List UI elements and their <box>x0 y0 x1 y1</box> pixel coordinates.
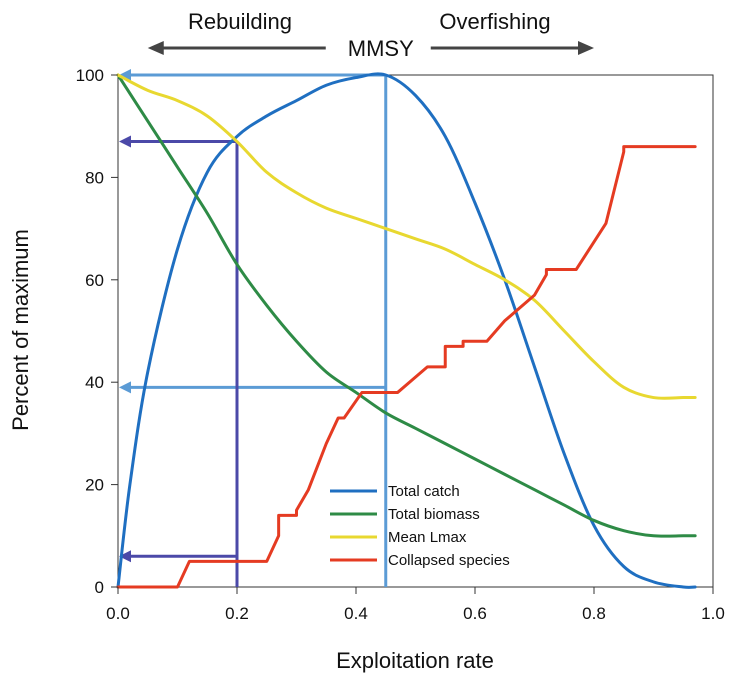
series-line-total-catch <box>116 72 697 589</box>
x-tick-label: 0.8 <box>582 604 606 623</box>
mmsy-label: MMSY <box>348 36 414 61</box>
series-lines <box>116 72 697 589</box>
rebuilding-label: Rebuilding <box>188 9 292 34</box>
y-axis-title: Percent of maximum <box>8 229 33 431</box>
rebuilding-arrowhead <box>147 41 164 55</box>
x-axis-title: Exploitation rate <box>336 648 494 673</box>
series-line-total-biomass <box>116 73 697 538</box>
legend: Total catch Total biomass Mean Lmax Collaps… <box>330 483 510 569</box>
reference-lines <box>119 69 388 587</box>
x-tick-label: 0.6 <box>463 604 487 623</box>
reference-arrowhead <box>119 550 131 563</box>
legend-label: Total catch <box>388 483 460 500</box>
x-tick-label: 0.2 <box>225 604 249 623</box>
top-annotations: Rebuilding Overfishing MMSY <box>147 9 594 61</box>
x-tick-label: 0.0 <box>106 604 130 623</box>
y-tick-label: 80 <box>85 168 104 187</box>
legend-label: Collapsed species <box>388 552 510 569</box>
y-tick-label: 40 <box>85 373 104 392</box>
plot-frame <box>117 74 714 588</box>
y-tick-label: 60 <box>85 271 104 290</box>
reference-arrowhead <box>119 135 131 148</box>
series-line-collapsed-species <box>116 145 697 589</box>
overfishing-arrowhead <box>578 41 594 55</box>
axes: 0.0 0.2 0.4 0.6 0.8 1.0 0 20 40 60 80 100 <box>76 66 725 623</box>
y-tick-label: 100 <box>76 66 104 85</box>
reference-arrowhead <box>119 381 131 394</box>
overfishing-label: Overfishing <box>439 9 550 34</box>
reference-arrowhead <box>119 69 131 81</box>
legend-label: Total biomass <box>388 506 480 523</box>
y-tick-label: 0 <box>95 578 104 597</box>
y-tick-label: 20 <box>85 476 104 495</box>
series-line-mean-lmax <box>116 73 697 400</box>
legend-label: Mean Lmax <box>388 529 467 546</box>
x-tick-label: 1.0 <box>701 604 725 623</box>
x-tick-label: 0.4 <box>344 604 368 623</box>
